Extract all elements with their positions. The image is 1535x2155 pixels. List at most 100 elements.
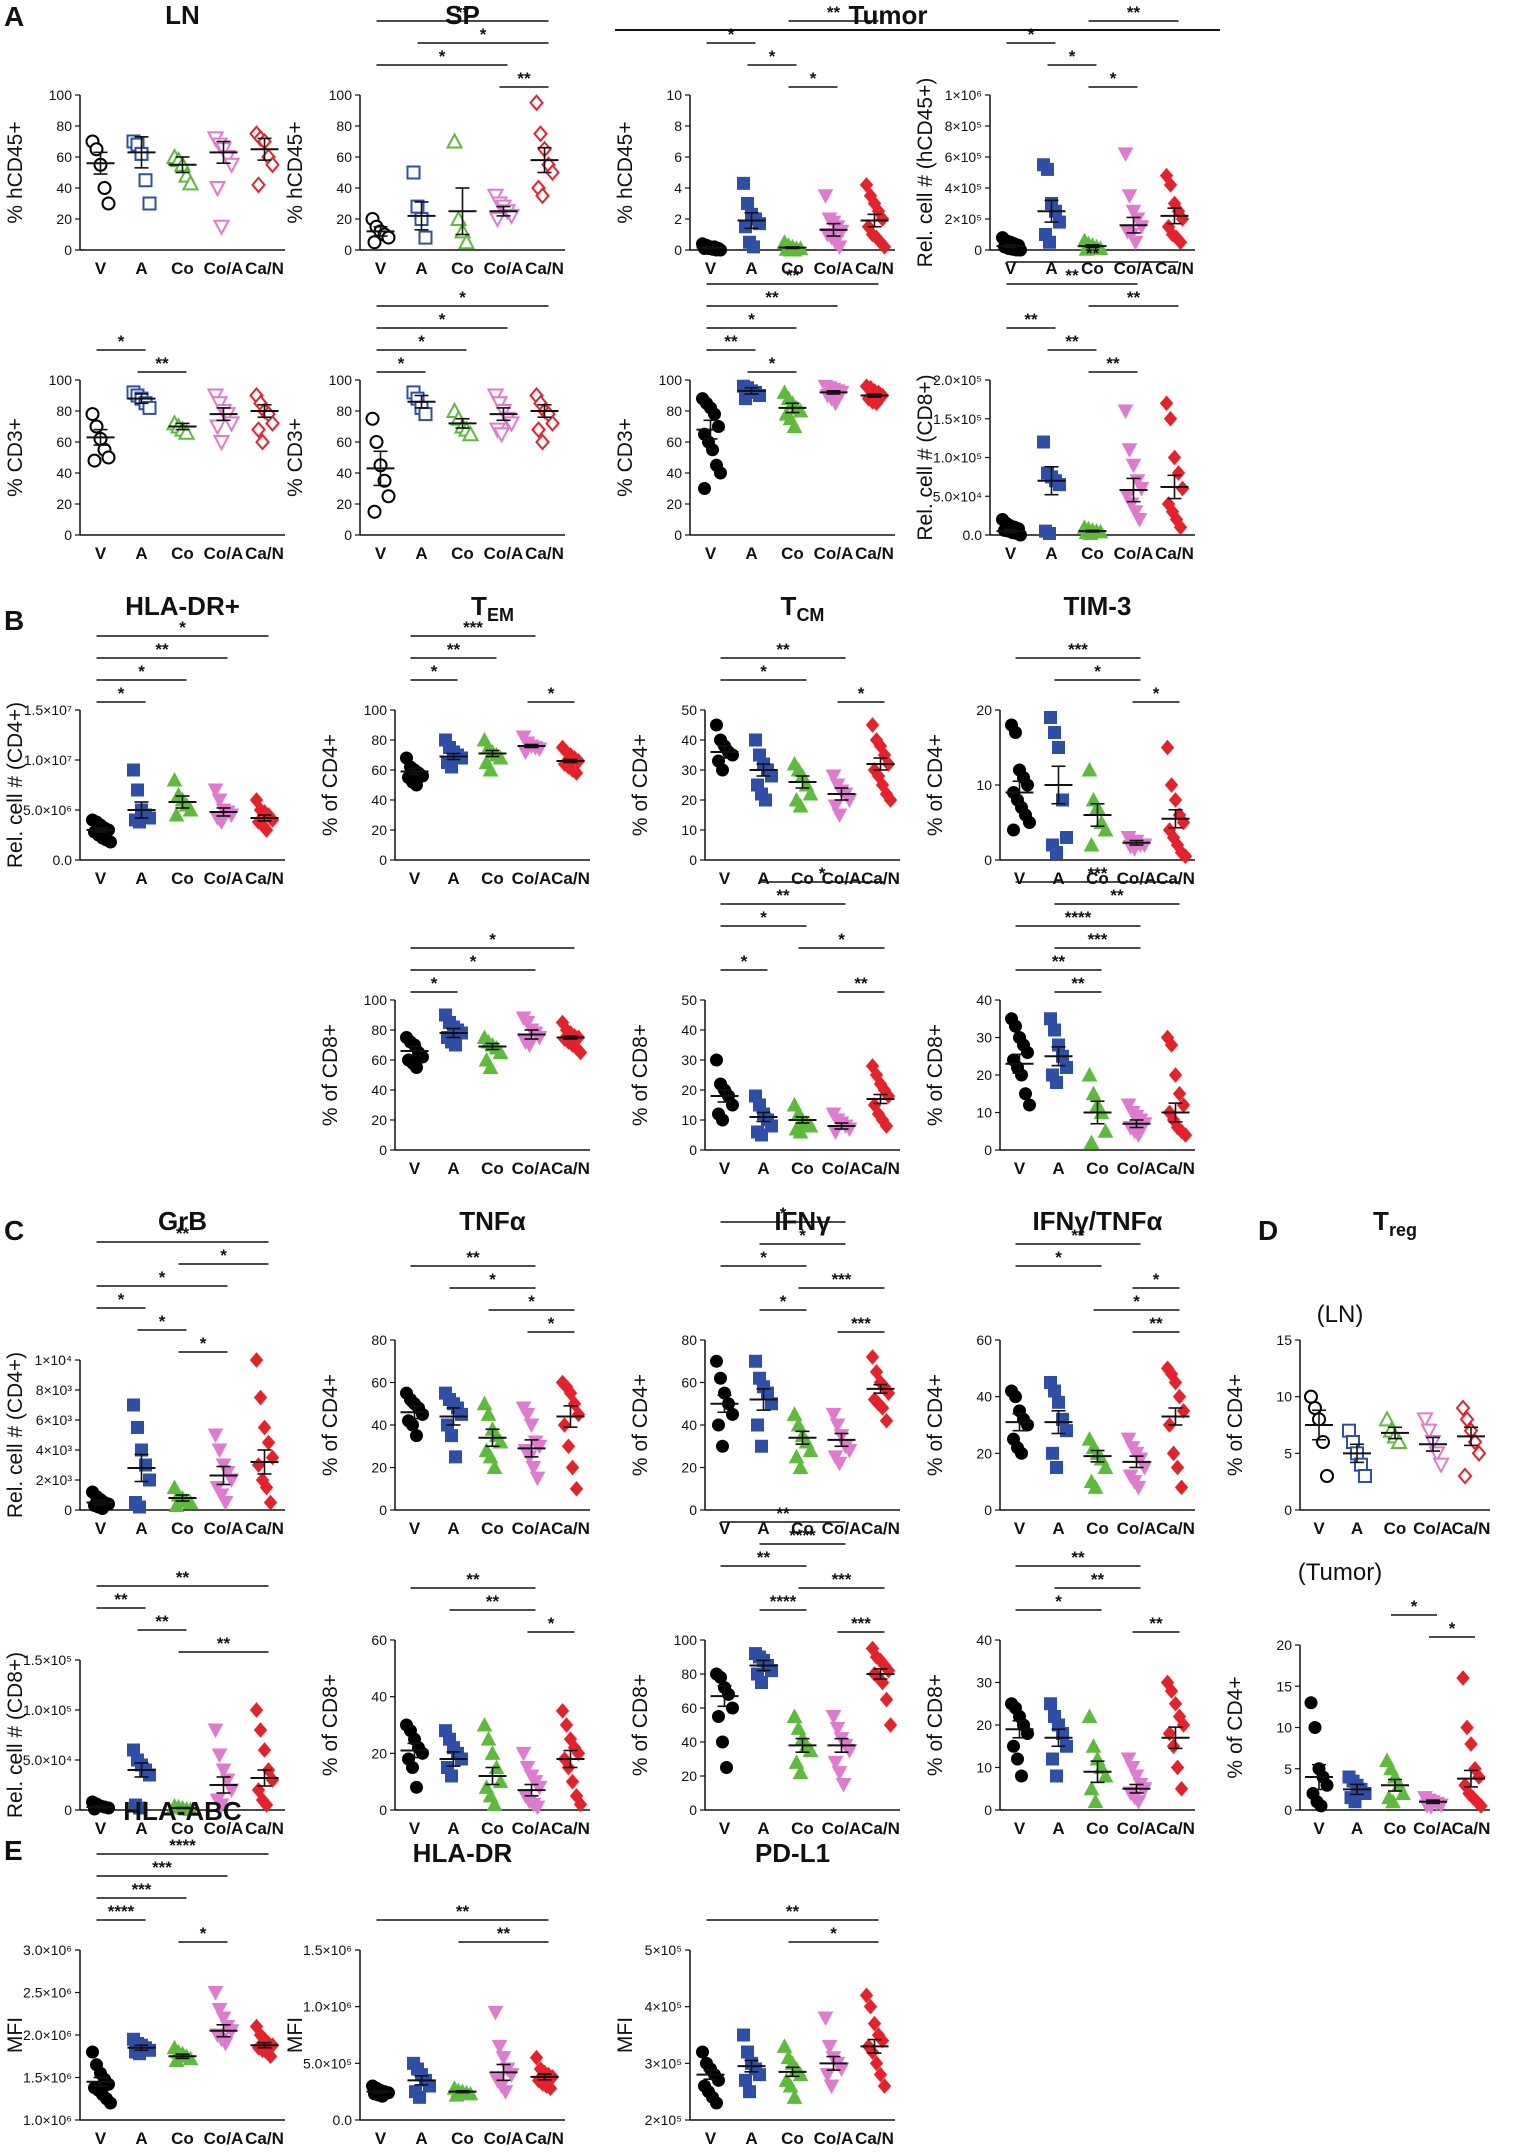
y-axis-label: % of CD8+: [319, 1674, 342, 1776]
significance-label: **: [155, 640, 169, 659]
data-point-ca-n: [255, 433, 270, 451]
y-tick-label: 1.0×10⁶: [23, 2112, 72, 2128]
data-point-co-a: [212, 435, 231, 452]
data-point-v: [712, 2073, 725, 2087]
significance-label: ****: [108, 1902, 135, 1921]
x-tick-label-a: A: [135, 869, 147, 888]
tumor-header: Tumor: [849, 0, 928, 30]
significance-label: *: [1133, 1292, 1140, 1311]
data-point-co: [1081, 761, 1098, 777]
data-point-co: [792, 797, 809, 813]
x-tick-label-v: V: [1005, 259, 1017, 278]
data-point-co-a: [817, 2011, 834, 2027]
data-point-ca-n: [259, 822, 274, 838]
y-axis-label: % of CD4+: [1224, 1374, 1247, 1476]
y-tick-label: 0: [984, 1142, 992, 1158]
significance-label: *: [138, 662, 145, 681]
y-tick-label: 2×10³: [36, 1472, 73, 1488]
data-point-co-a: [1120, 1098, 1137, 1114]
significance-label: **: [1065, 332, 1079, 351]
data-point-co: [486, 1796, 503, 1811]
data-point-ca-n: [1163, 410, 1178, 427]
x-tick-label-a: A: [1351, 1819, 1363, 1838]
x-tick-label-co: Co: [171, 2129, 194, 2148]
data-point-ca-n: [877, 2078, 892, 2094]
y-tick-label: 80: [681, 1332, 697, 1348]
data-point-co: [461, 425, 480, 442]
x-tick-label-a: A: [1351, 1519, 1363, 1538]
data-point-ca-n: [565, 1459, 580, 1476]
x-tick-label-co: Co: [781, 544, 804, 563]
y-tick-label: 80: [681, 1666, 697, 1682]
data-point-co: [802, 1742, 819, 1757]
x-tick-label-ca-n: Ca/N: [855, 544, 894, 563]
x-tick-label-v: V: [409, 869, 421, 888]
y-tick-label: 5: [1284, 1445, 1292, 1461]
data-point-co: [182, 801, 199, 817]
y-tick-label: 20: [336, 211, 352, 227]
data-point-co-a: [1117, 147, 1134, 162]
y-tick-label: 1.5×10⁵: [23, 1652, 72, 1668]
data-point-ca-n: [1168, 1067, 1183, 1083]
data-point-co: [1081, 1708, 1098, 1723]
data-point-ca-n: [1168, 792, 1183, 808]
data-point-a: [133, 1801, 146, 1815]
x-tick-label-v: V: [409, 1519, 421, 1538]
data-point-co-a: [523, 1418, 540, 1434]
data-point-a: [1060, 1424, 1073, 1438]
x-tick-label-v: V: [1005, 544, 1017, 563]
y-tick-label: 40: [371, 1417, 387, 1433]
y-tick-label: 0.0: [333, 2112, 353, 2128]
chart-26: HLA-DR MFI 0.0 5.0×10⁵ 1.0×10⁶ 1.5×10⁶ V A Co Co/…: [284, 1838, 565, 2148]
data-point-ca-n: [569, 765, 584, 781]
data-point-ca-n: [249, 1702, 264, 1718]
data-point-ca-n: [1166, 1738, 1181, 1755]
data-point-v: [88, 1802, 101, 1816]
x-tick-label-ca-n: Ca/N: [861, 1519, 900, 1538]
data-point-a: [1060, 1061, 1073, 1074]
chart-title: GrB: [158, 1206, 207, 1236]
data-point-co: [802, 1442, 819, 1457]
y-axis-label: % of CD4+: [319, 1374, 342, 1476]
data-point-v: [710, 2096, 723, 2110]
significance-label: ****: [169, 1836, 196, 1855]
y-tick-label: 0: [64, 1802, 72, 1818]
x-tick-label-v: V: [95, 1819, 107, 1838]
y-tick-label: 8×10⁵: [945, 118, 982, 134]
x-tick-label-a: A: [1045, 544, 1057, 563]
y-axis-label: % of CD8+: [924, 1024, 947, 1126]
data-point-ca-n: [875, 1400, 890, 1416]
x-tick-label-co-a: Co/A: [1117, 1519, 1157, 1538]
significance-label: **: [776, 640, 790, 659]
y-tick-label: 2×10⁵: [945, 211, 982, 227]
data-point-co: [1083, 1780, 1100, 1796]
data-point-co-a: [1130, 1480, 1147, 1496]
y-tick-label: 30: [681, 1052, 697, 1068]
x-tick-label-a: A: [135, 259, 147, 278]
significance-label: *: [810, 69, 817, 88]
data-point-co-a: [827, 1125, 844, 1141]
data-point-a: [1048, 1023, 1061, 1037]
data-point-co-a: [1420, 1423, 1438, 1440]
x-tick-label-co: Co: [481, 1519, 504, 1538]
y-tick-label: 8×10³: [36, 1382, 73, 1398]
x-tick-label-a: A: [757, 1159, 769, 1178]
y-tick-label: 40: [336, 180, 352, 196]
x-tick-label-co-a: Co/A: [1413, 1519, 1453, 1538]
y-tick-label: 60: [371, 762, 387, 778]
x-tick-label-co-a: Co/A: [204, 869, 244, 888]
y-tick-label: 6×10⁵: [945, 149, 982, 165]
significance-label: **: [1065, 266, 1079, 285]
data-point-ca-n: [883, 792, 898, 808]
data-point-co: [1378, 1410, 1396, 1427]
data-point-co: [802, 1117, 819, 1133]
y-tick-label: 40: [371, 792, 387, 808]
chart-title: HLA-ABC: [123, 1796, 242, 1826]
significance-label: *: [179, 618, 186, 637]
data-point-co-a: [212, 219, 231, 236]
data-point-co-a: [825, 1407, 842, 1423]
x-tick-label-co-a: Co/A: [814, 2129, 854, 2148]
data-point-ca-n: [557, 1417, 572, 1433]
